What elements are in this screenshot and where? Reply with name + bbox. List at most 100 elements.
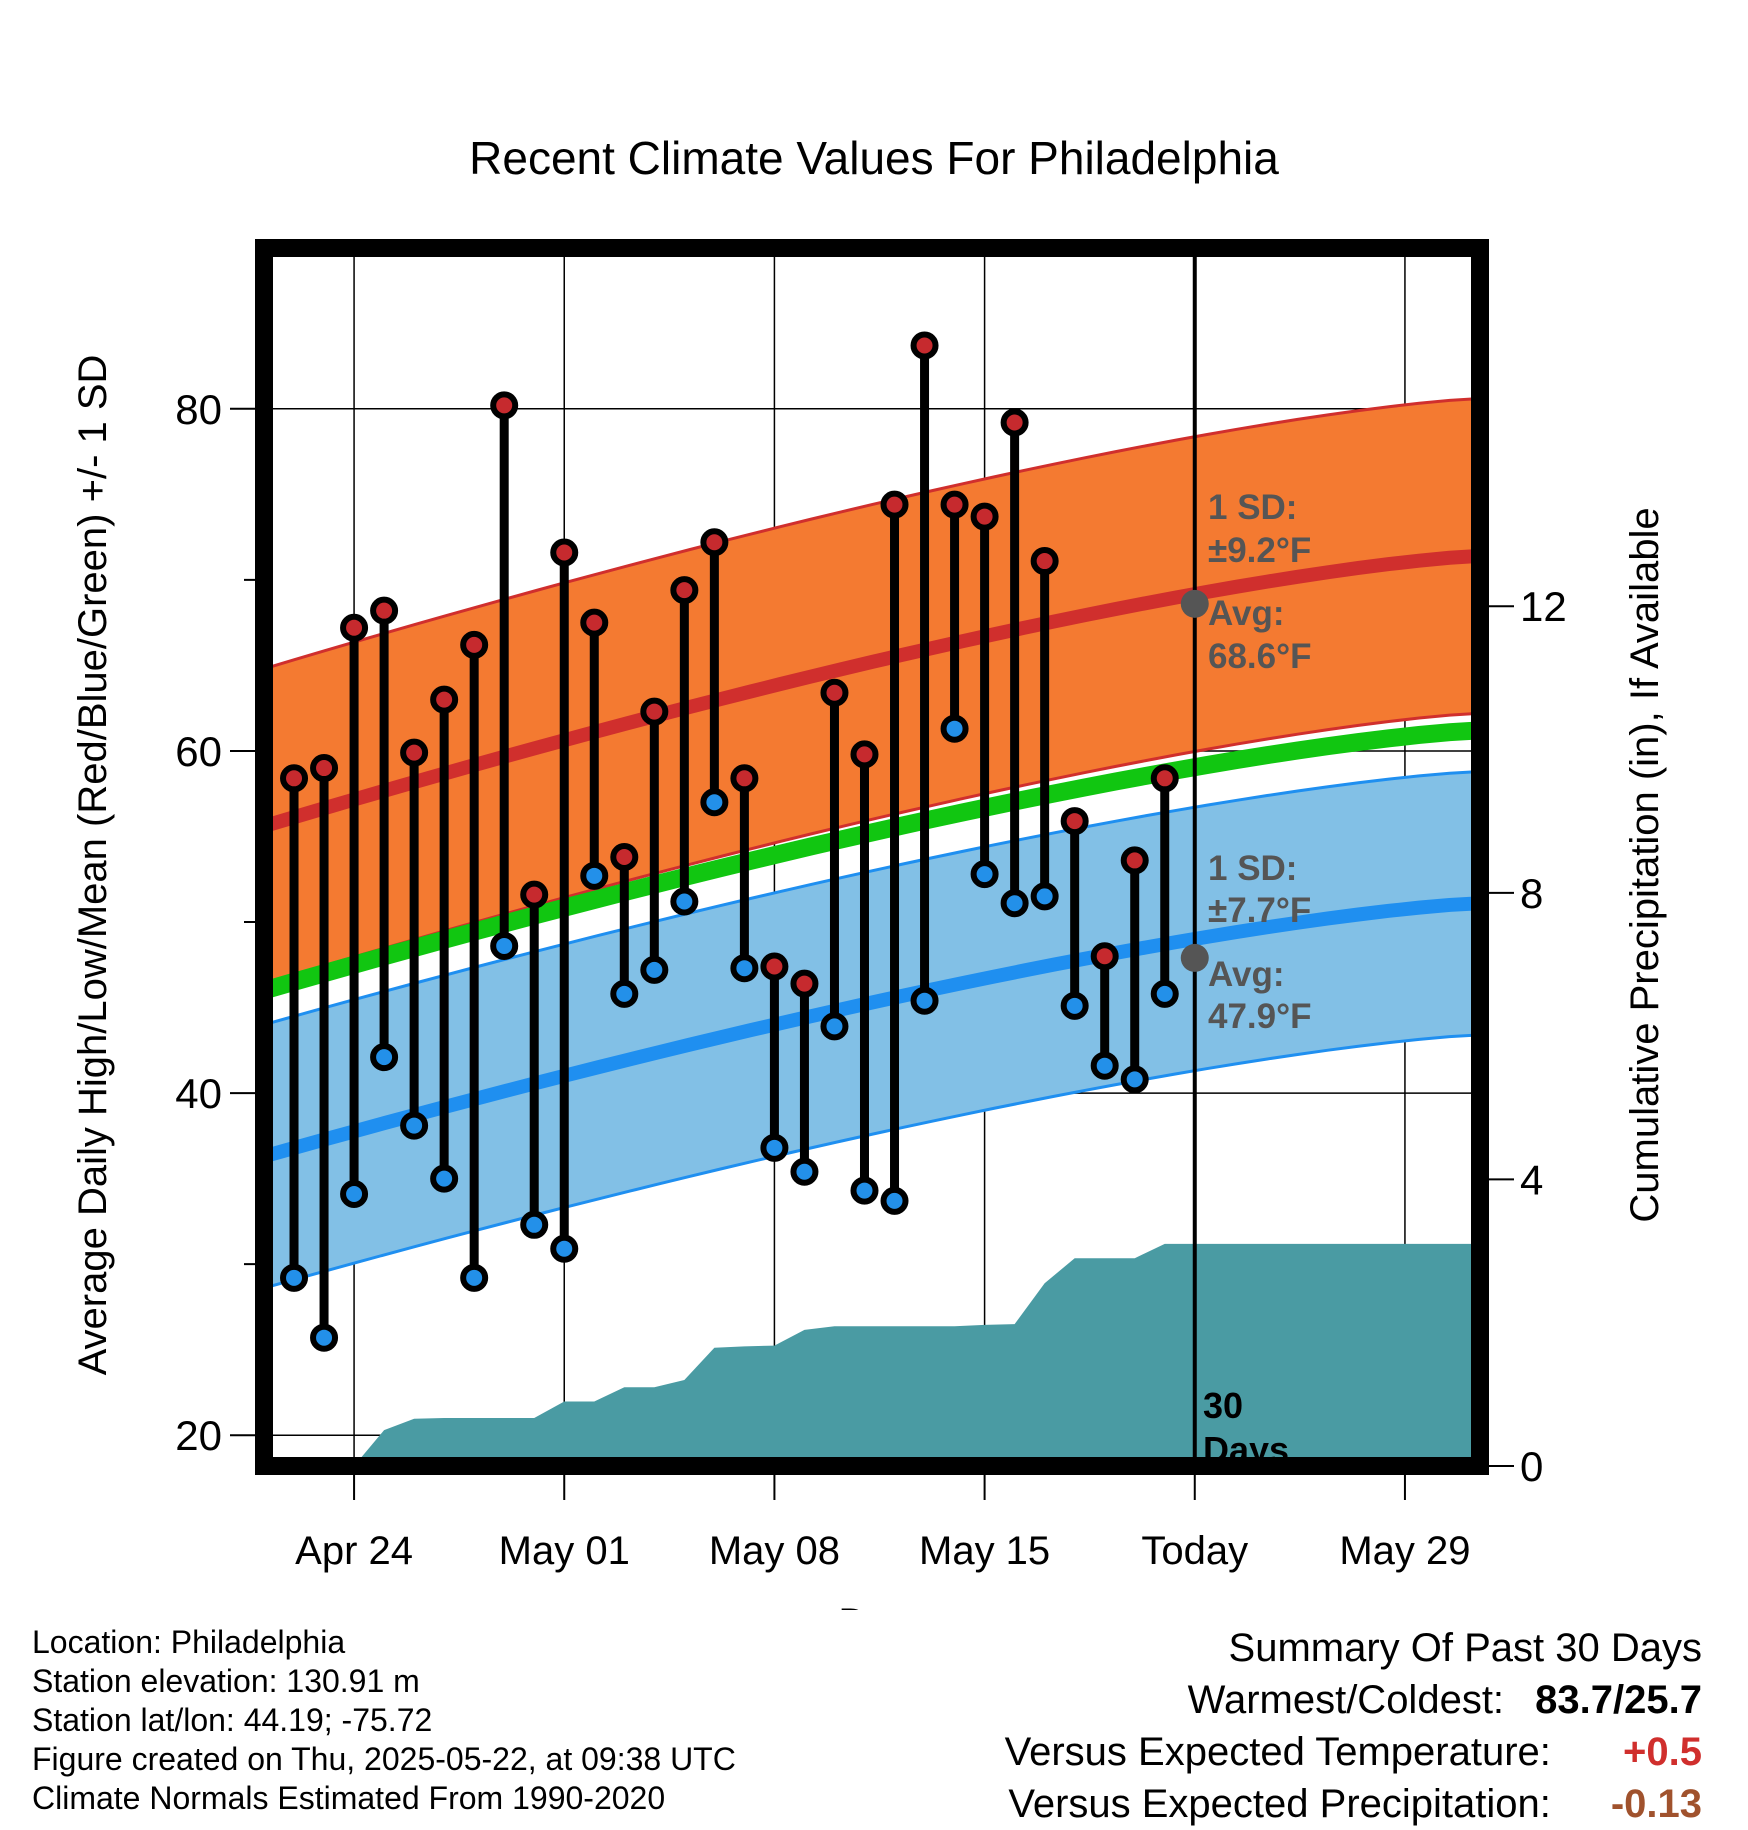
low-dot (310, 1323, 339, 1352)
high-dot (490, 391, 519, 420)
low-dot (1150, 979, 1179, 1008)
climate-chart: Recent Climate Values For Philadelphia 2… (71, 132, 1667, 1610)
precip-area-group (264, 1243, 1480, 1466)
low-dot (790, 1157, 819, 1186)
low-dot (640, 955, 669, 984)
high-dot (1030, 547, 1059, 576)
low-avg-line (264, 896, 1480, 1164)
days-label: 30 Days (1203, 1385, 1289, 1470)
low-dot (1120, 1065, 1149, 1094)
high-dot (370, 596, 399, 625)
today-marker-group (1180, 248, 1209, 1466)
high-dot (970, 502, 999, 531)
low-dot (610, 979, 639, 1008)
high-dot (1060, 807, 1089, 836)
high-dot (1150, 764, 1179, 793)
high-dot (790, 969, 819, 998)
precip-row: Versus Expected Precipitation: -0.13 (1005, 1778, 1702, 1830)
low-dot (400, 1111, 429, 1140)
station-info: Location: Philadelphia Station elevation… (32, 1623, 736, 1818)
low-dot (1030, 882, 1059, 911)
high-dot (640, 697, 669, 726)
y-tick-label: 80 (175, 386, 222, 433)
low-dot (970, 860, 999, 889)
low-dot (580, 861, 609, 890)
x-tick-label: Apr 24 (295, 1529, 413, 1573)
warmest-label: Warmest/Coldest: (1187, 1678, 1505, 1722)
low-dot (730, 954, 759, 983)
mean-avg-line (264, 721, 1480, 1000)
high-dot (670, 576, 699, 605)
y2-tick-label: 0 (1520, 1443, 1543, 1490)
precip-value: -0.13 (1610, 1782, 1702, 1826)
low-dot (280, 1263, 309, 1292)
y2-axis-label: Cumulative Precipitation (in), If Availa… (1623, 507, 1667, 1222)
created-text: Figure created on Thu, 2025-05-22, at 09… (32, 1741, 736, 1777)
low-avg-label: Avg: (1208, 955, 1284, 994)
high-sd-label: 1 SD: (1208, 488, 1297, 527)
high-sd-value: ±9.2°F (1208, 531, 1311, 570)
low-dot (1060, 991, 1089, 1020)
high-dot (940, 490, 969, 519)
high-dot (700, 528, 729, 557)
normals-text: Climate Normals Estimated From 1990-2020 (32, 1780, 666, 1816)
summary-title: Summary Of Past 30 Days (1228, 1626, 1702, 1670)
high-dot (310, 754, 339, 783)
x-tick-label: May 01 (499, 1529, 630, 1573)
high-dot (460, 630, 489, 659)
high-avg-value: 68.6°F (1208, 637, 1312, 676)
low-dot (910, 986, 939, 1015)
high-dot (550, 538, 579, 567)
high-dot (610, 843, 639, 871)
low-dot (460, 1263, 489, 1292)
high-dot (850, 740, 879, 769)
axes: 20 40 60 80 0 4 8 12 Apr 24 May 01 May 08 May 15 Tod… (175, 386, 1566, 1573)
low-sd-label: 1 SD: (1208, 849, 1297, 888)
high-dot (430, 685, 459, 714)
high-avg-line (264, 548, 1480, 833)
temp-label: Versus Expected Temperature: (1004, 1730, 1551, 1774)
location-text: Location: Philadelphia (32, 1624, 346, 1660)
y-axis-label: Average Daily High/Low/Mean (Red/Blue/Gr… (71, 355, 115, 1376)
low-dot (1090, 1051, 1119, 1080)
high-dot (520, 880, 549, 909)
low-dot (880, 1186, 909, 1215)
low-dot (940, 714, 969, 743)
low-avg-value: 47.9°F (1208, 997, 1312, 1036)
low-dot (850, 1176, 879, 1205)
low-dot (700, 788, 729, 817)
x-tick-label: Today (1141, 1529, 1248, 1573)
high-dot (730, 764, 759, 793)
high-dot (340, 613, 369, 642)
low-dot (340, 1180, 369, 1209)
days-label-top: 30 (1203, 1385, 1243, 1426)
x-axis-label: Day (838, 1601, 909, 1610)
x-tick-label: May 15 (919, 1529, 1050, 1573)
today-annotations: 1 SD: ±9.2°F Avg: 68.6°F 1 SD: ±7.7°F Av… (1208, 488, 1312, 1036)
today-low-avg-dot (1180, 943, 1209, 972)
high-dot (820, 678, 849, 707)
warmest-value: 83.7/25.7 (1535, 1678, 1702, 1722)
precip-area (264, 1243, 1480, 1466)
low-dot (520, 1210, 549, 1239)
high-dot (400, 738, 429, 767)
precip-label: Versus Expected Precipitation: (1008, 1782, 1551, 1826)
summary-panel: Summary Of Past 30 Days Warmest/Coldest:… (1005, 1622, 1702, 1830)
daily-stems (289, 345, 1170, 1338)
low-dot (550, 1234, 579, 1263)
low-dot (760, 1133, 789, 1162)
low-dot (1000, 889, 1029, 918)
high-dot (760, 952, 789, 981)
days-label-bottom: Days (1203, 1429, 1289, 1470)
high-dot (280, 764, 309, 793)
low-sd-value: ±7.7°F (1208, 891, 1311, 930)
elevation-text: Station elevation: 130.91 m (32, 1663, 420, 1699)
daily-dots (280, 331, 1179, 1352)
low-dot (820, 1012, 849, 1041)
y-tick-label: 20 (175, 1412, 222, 1459)
high-dot (580, 608, 609, 637)
x-tick-label: May 29 (1339, 1529, 1470, 1573)
plot-area (264, 248, 1480, 1466)
y-tick-label: 40 (175, 1070, 222, 1117)
high-dot (1120, 846, 1149, 875)
